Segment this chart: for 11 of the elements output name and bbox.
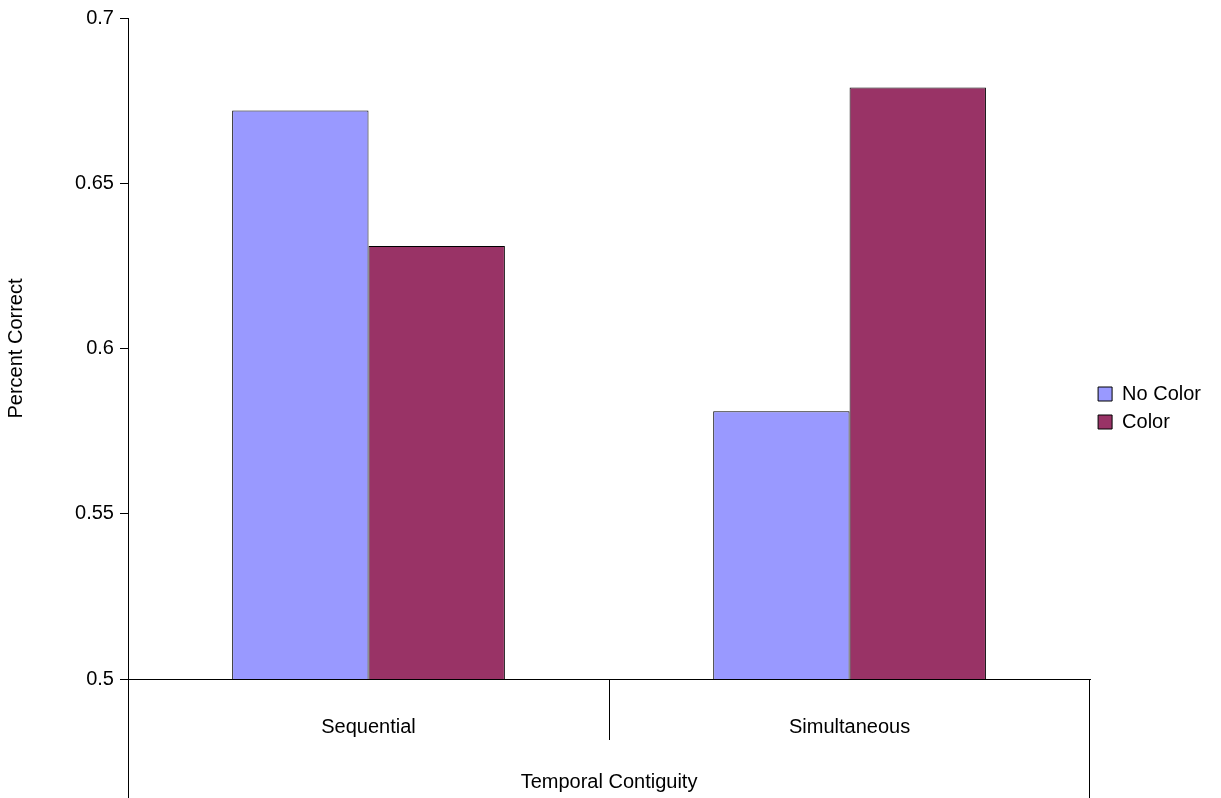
y-tick-label: 0.5 [86,666,114,689]
y-tick-label: 0.55 [75,501,114,524]
legend-label: No Color [1122,381,1202,404]
y-tick-label: 0.65 [75,170,114,193]
x-axis-title: Temporal Contiguity [520,769,698,792]
legend-label: Color [1122,409,1171,432]
y-axis-title: Percent Correct [3,278,26,419]
x-tick-label: Simultaneous [788,714,911,737]
y-tick-label: 0.7 [86,5,114,28]
x-tick-label: Sequential [321,714,416,737]
y-tick-label: 0.6 [86,336,114,359]
